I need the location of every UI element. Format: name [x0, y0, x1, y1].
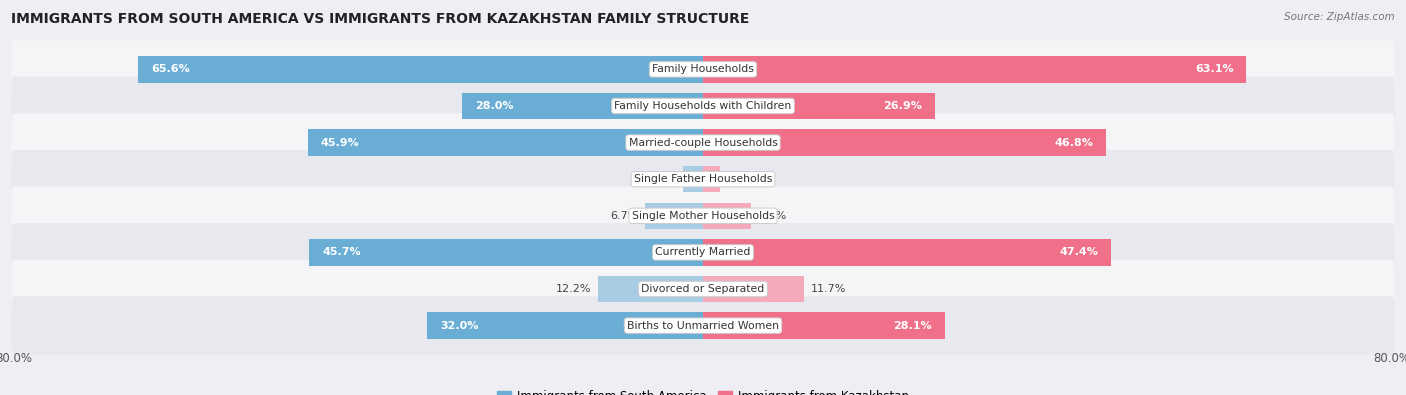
Bar — [683, 166, 703, 192]
FancyBboxPatch shape — [11, 150, 1395, 209]
Text: 65.6%: 65.6% — [150, 64, 190, 74]
Text: 26.9%: 26.9% — [883, 101, 922, 111]
Text: 47.4%: 47.4% — [1059, 247, 1098, 258]
Bar — [703, 166, 720, 192]
Text: 32.0%: 32.0% — [440, 321, 478, 331]
Bar — [645, 203, 703, 229]
Text: 45.7%: 45.7% — [322, 247, 361, 258]
Text: 28.0%: 28.0% — [475, 101, 513, 111]
Text: Currently Married: Currently Married — [655, 247, 751, 258]
FancyBboxPatch shape — [11, 40, 1395, 99]
Text: Single Father Households: Single Father Households — [634, 174, 772, 184]
FancyBboxPatch shape — [11, 296, 1395, 355]
Text: Births to Unmarried Women: Births to Unmarried Women — [627, 321, 779, 331]
Bar — [703, 203, 751, 229]
Text: Divorced or Separated: Divorced or Separated — [641, 284, 765, 294]
Bar — [598, 276, 703, 302]
FancyBboxPatch shape — [11, 113, 1395, 172]
Text: Married-couple Households: Married-couple Households — [628, 137, 778, 148]
Legend: Immigrants from South America, Immigrants from Kazakhstan: Immigrants from South America, Immigrant… — [492, 385, 914, 395]
Text: 63.1%: 63.1% — [1195, 64, 1233, 74]
Bar — [309, 239, 703, 265]
Bar — [703, 276, 804, 302]
Bar — [427, 312, 703, 339]
Text: 5.6%: 5.6% — [758, 211, 786, 221]
Text: Family Households with Children: Family Households with Children — [614, 101, 792, 111]
Bar — [703, 312, 945, 339]
Bar — [138, 56, 703, 83]
FancyBboxPatch shape — [11, 77, 1395, 135]
Text: Family Households: Family Households — [652, 64, 754, 74]
FancyBboxPatch shape — [11, 186, 1395, 245]
FancyBboxPatch shape — [11, 223, 1395, 282]
Bar — [461, 93, 703, 119]
Bar — [703, 56, 1246, 83]
Text: 28.1%: 28.1% — [893, 321, 932, 331]
Bar — [703, 239, 1111, 265]
Text: 11.7%: 11.7% — [811, 284, 846, 294]
Text: 6.7%: 6.7% — [610, 211, 638, 221]
FancyBboxPatch shape — [11, 260, 1395, 318]
Text: Single Mother Households: Single Mother Households — [631, 211, 775, 221]
Text: 2.3%: 2.3% — [648, 174, 676, 184]
Text: 45.9%: 45.9% — [321, 137, 360, 148]
Bar — [703, 93, 935, 119]
Text: IMMIGRANTS FROM SOUTH AMERICA VS IMMIGRANTS FROM KAZAKHSTAN FAMILY STRUCTURE: IMMIGRANTS FROM SOUTH AMERICA VS IMMIGRA… — [11, 12, 749, 26]
Text: 2.0%: 2.0% — [727, 174, 755, 184]
Text: 46.8%: 46.8% — [1054, 137, 1092, 148]
Text: Source: ZipAtlas.com: Source: ZipAtlas.com — [1284, 12, 1395, 22]
Bar — [308, 130, 703, 156]
Bar — [703, 130, 1107, 156]
Text: 12.2%: 12.2% — [555, 284, 591, 294]
